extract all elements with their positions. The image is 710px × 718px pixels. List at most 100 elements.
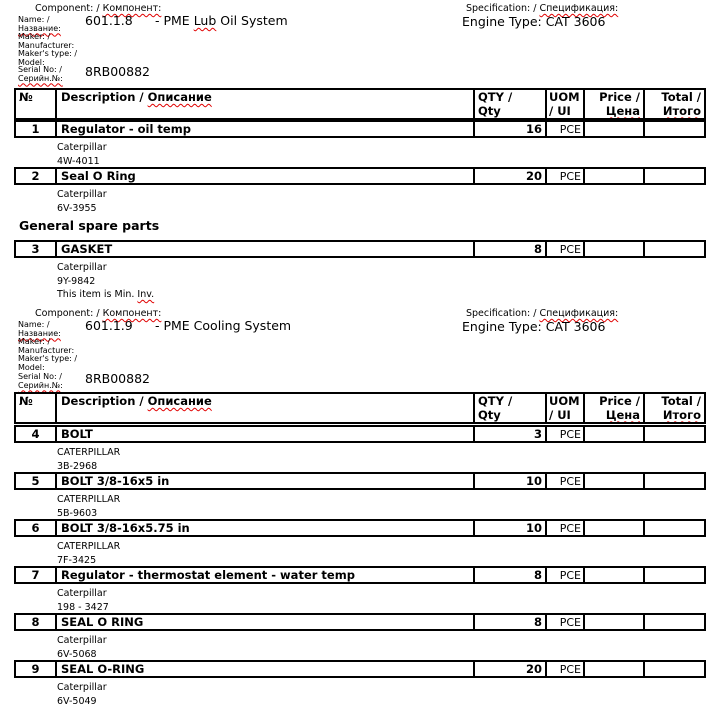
col-description: Description / Описание <box>57 90 475 118</box>
qty-cell: 8 <box>475 242 547 256</box>
uom-cell: PCE <box>547 169 585 183</box>
description-cell: SEAL O RING <box>57 615 475 629</box>
total-cell <box>645 662 704 676</box>
description-cell: Regulator - oil temp <box>57 122 475 136</box>
qty-cell: 3 <box>475 427 547 441</box>
specification-label: Specification: / Спецификация: <box>466 308 619 319</box>
part-number-line: 7F-3425 <box>57 554 97 566</box>
description-cell: Regulator - thermostat element - water t… <box>57 568 475 582</box>
table-row: 1 Regulator - oil temp 16 PCE Caterpilla… <box>14 120 706 168</box>
table-row: 2 Seal O Ring 20 PCE Caterpillar 6V-3955 <box>14 167 706 215</box>
qty-cell: 20 <box>475 169 547 183</box>
serial-label: Serial No: / Серийн.№: <box>18 65 63 83</box>
component-label-en: Component: / <box>35 3 100 14</box>
row-number-cell: 8 <box>16 615 57 629</box>
table-row: 9 SEAL O-RING 20 PCE Caterpillar 6V-5049 <box>14 660 706 708</box>
part-number-line: 5B-9603 <box>57 507 98 519</box>
min-inv-note: This item is Min. Inv. <box>57 289 155 300</box>
price-cell <box>585 662 645 676</box>
col-qty: QTY / Qty <box>475 394 547 422</box>
maker-label: Maker: / Manufacturer: <box>18 337 75 355</box>
uom-cell: PCE <box>547 615 585 629</box>
row-number-cell: 2 <box>16 169 57 183</box>
part-number-line: 6V-3955 <box>57 202 97 214</box>
price-cell <box>585 474 645 488</box>
col-uom: UOM / UI <box>547 394 585 422</box>
component-number: 601.1.8 <box>85 13 133 28</box>
col-no: № <box>16 394 57 422</box>
description-cell: BOLT 3/8-16x5.75 in <box>57 521 475 535</box>
uom-cell: PCE <box>547 521 585 535</box>
part-number-line: 6V-5068 <box>57 648 97 660</box>
price-cell <box>585 568 645 582</box>
maker-label: Maker: / Manufacturer: <box>18 32 75 50</box>
maker-line: Caterpillar <box>57 142 107 153</box>
uom-cell: PCE <box>547 474 585 488</box>
total-cell <box>645 169 704 183</box>
col-uom: UOM / UI <box>547 90 585 118</box>
name-label: Name: / Название: <box>18 15 61 33</box>
qty-cell: 20 <box>475 662 547 676</box>
makers-type-label: Maker's type: / Model: <box>18 354 78 372</box>
part-number-line: 6V-5049 <box>57 695 97 707</box>
table-row: 6 BOLT 3/8-16x5.75 in 10 PCE CATERPILLAR… <box>14 519 706 567</box>
total-cell <box>645 122 704 136</box>
col-total: Total / Итого <box>661 394 701 422</box>
description-cell: SEAL O-RING <box>57 662 475 676</box>
col-price: Price / Цена <box>585 90 645 118</box>
uom-cell: PCE <box>547 242 585 256</box>
serial-value: 8RB00882 <box>85 64 150 79</box>
component-label-ru: Компонент: <box>102 3 162 14</box>
price-cell <box>585 122 645 136</box>
total-cell <box>645 474 704 488</box>
uom-cell: PCE <box>547 568 585 582</box>
total-cell <box>645 427 704 441</box>
description-cell: Seal O Ring <box>57 169 475 183</box>
qty-cell: 8 <box>475 615 547 629</box>
table-row: 7 Regulator - thermostat element - water… <box>14 566 706 614</box>
col-no: № <box>16 90 57 118</box>
total-cell <box>645 521 704 535</box>
row-number-cell: 5 <box>16 474 57 488</box>
qty-cell: 10 <box>475 521 547 535</box>
maker-line: Caterpillar <box>57 635 107 646</box>
total-cell <box>645 615 704 629</box>
uom-cell: PCE <box>547 122 585 136</box>
qty-cell: 16 <box>475 122 547 136</box>
total-cell <box>645 568 704 582</box>
col-price: Price / Цена <box>585 394 645 422</box>
parts-table-1-header: № Description / Описание QTY / Qty UOM /… <box>14 88 706 120</box>
price-cell <box>585 615 645 629</box>
table-row: 4 BOLT 3 PCE CATERPILLAR 3B-2968 <box>14 425 706 473</box>
component-header-2: Component: / Компонент: Name: / Название… <box>0 309 710 393</box>
table-row: 8 SEAL O RING 8 PCE Caterpillar 6V-5068 <box>14 613 706 661</box>
row-number-cell: 3 <box>16 242 57 256</box>
section-subheading: General spare parts <box>19 218 160 233</box>
part-number-line: 9Y-9842 <box>57 275 96 287</box>
table-row: 5 BOLT 3/8-16x5 in 10 PCE CATERPILLAR 5B… <box>14 472 706 520</box>
component-label: Component: / Компонент: <box>35 4 161 14</box>
component-number: 601.1.9 <box>85 318 133 333</box>
specification-label: Specification: / Спецификация: <box>466 3 619 14</box>
row-number-cell: 1 <box>16 122 57 136</box>
price-cell <box>585 427 645 441</box>
engine-type: Engine Type: CAT 3606 <box>462 14 606 29</box>
col-qty: QTY / Qty <box>475 90 547 118</box>
price-cell <box>585 242 645 256</box>
description-cell: BOLT 3/8-16x5 in <box>57 474 475 488</box>
price-cell <box>585 521 645 535</box>
row-number-cell: 7 <box>16 568 57 582</box>
col-description: Description / Описание <box>57 394 475 422</box>
part-number-line: 4W-4011 <box>57 155 100 167</box>
qty-cell: 10 <box>475 474 547 488</box>
serial-value: 8RB00882 <box>85 371 150 386</box>
qty-cell: 8 <box>475 568 547 582</box>
engine-type: Engine Type: CAT 3606 <box>462 319 606 334</box>
price-cell <box>585 169 645 183</box>
serial-label: Serial No: / Серийн.№: <box>18 372 63 390</box>
maker-line: CATERPILLAR <box>57 494 121 505</box>
description-cell: BOLT <box>57 427 475 441</box>
part-number-line: 3B-2968 <box>57 460 98 472</box>
maker-line: CATERPILLAR <box>57 541 121 552</box>
parts-table-2-header: № Description / Описание QTY / Qty UOM /… <box>14 392 706 424</box>
